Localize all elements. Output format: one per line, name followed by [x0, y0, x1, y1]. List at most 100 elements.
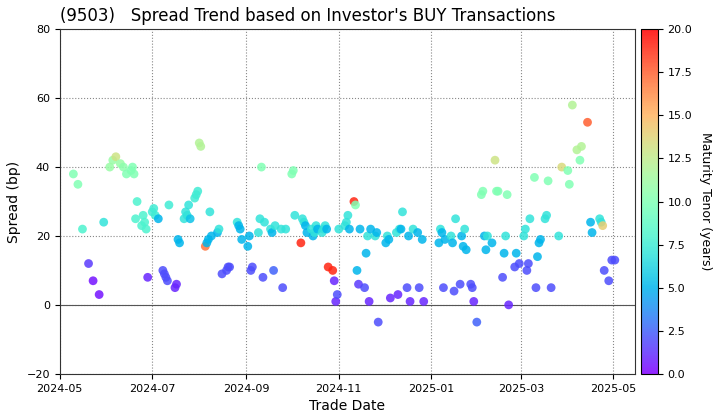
Point [181, 212, 193, 219]
Point [582, 119, 593, 126]
Point [534, 239, 545, 246]
Point [162, 277, 174, 284]
Point [383, 236, 395, 243]
Point [253, 229, 264, 236]
Point [191, 191, 202, 198]
Point [454, 281, 466, 288]
Point [121, 171, 132, 177]
Point [371, 229, 382, 236]
Point [362, 233, 374, 239]
Point [257, 274, 269, 281]
Point [369, 233, 381, 239]
Point [114, 160, 126, 167]
Point [500, 233, 511, 239]
Point [521, 267, 533, 274]
Point [331, 291, 343, 298]
Point [140, 226, 152, 232]
Point [479, 233, 490, 239]
Point [189, 195, 200, 202]
Point [224, 264, 235, 270]
Point [195, 143, 207, 150]
Point [287, 167, 299, 174]
Point [492, 188, 504, 194]
Point [231, 219, 243, 226]
Point [380, 239, 392, 246]
Point [342, 212, 354, 219]
Point [310, 222, 322, 229]
Point [567, 102, 578, 108]
Point [597, 222, 608, 229]
Point [179, 215, 190, 222]
Point [408, 226, 419, 232]
Point [206, 233, 217, 239]
Text: (9503)   Spread Trend based on Investor's BUY Transactions: (9503) Spread Trend based on Investor's … [60, 7, 555, 25]
Point [246, 264, 258, 270]
Point [343, 226, 355, 232]
Point [439, 236, 451, 243]
Point [300, 222, 311, 229]
Point [323, 264, 334, 270]
Point [254, 215, 266, 222]
Point [110, 153, 122, 160]
Point [382, 233, 393, 239]
Point [160, 274, 171, 281]
Point [328, 277, 340, 284]
Point [295, 239, 307, 246]
Point [286, 171, 297, 177]
Point [174, 239, 185, 246]
Point [341, 219, 352, 226]
Point [435, 226, 446, 232]
Point [571, 147, 582, 153]
Point [258, 219, 270, 226]
Point [471, 319, 482, 326]
Point [298, 219, 310, 226]
Point [503, 302, 514, 308]
Point [498, 250, 510, 257]
Point [330, 298, 341, 305]
Point [117, 164, 129, 171]
Point [157, 267, 168, 274]
Point [107, 157, 119, 163]
Point [72, 181, 84, 188]
Point [545, 284, 557, 291]
Point [321, 226, 333, 232]
Point [564, 181, 575, 188]
Point [98, 219, 109, 226]
Point [450, 215, 462, 222]
Point [353, 281, 364, 288]
Point [163, 202, 175, 208]
Point [158, 270, 170, 277]
Point [125, 167, 137, 174]
Point [153, 215, 164, 222]
Point [524, 215, 536, 222]
Point [348, 198, 360, 205]
Point [418, 298, 430, 305]
Point [360, 250, 372, 257]
Point [530, 284, 541, 291]
Point [518, 233, 530, 239]
Point [465, 281, 477, 288]
Point [491, 188, 503, 194]
Point [68, 171, 79, 177]
Point [104, 164, 115, 171]
Point [204, 208, 215, 215]
Point [318, 226, 329, 232]
Point [553, 233, 564, 239]
Point [395, 226, 407, 232]
Point [412, 229, 423, 236]
Point [265, 226, 276, 232]
Point [459, 226, 470, 232]
Point [266, 229, 278, 236]
Point [242, 243, 253, 249]
Point [392, 291, 404, 298]
Point [542, 178, 554, 184]
Point [169, 284, 181, 291]
Point [309, 229, 320, 236]
Point [477, 188, 489, 194]
Point [146, 208, 158, 215]
Point [510, 250, 522, 257]
Point [523, 260, 534, 267]
Point [457, 243, 469, 249]
Point [456, 233, 467, 239]
Point [221, 267, 233, 274]
